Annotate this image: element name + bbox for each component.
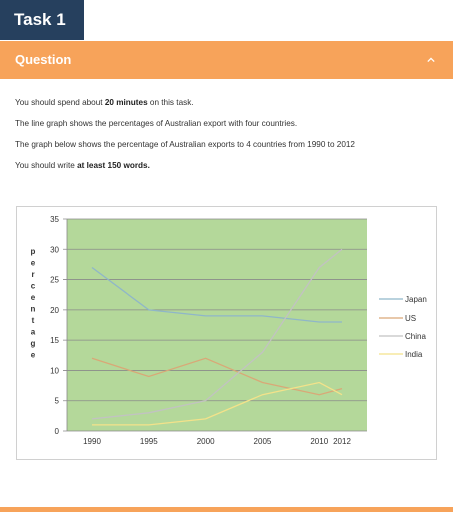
y-axis-label-letter: p: [31, 247, 36, 256]
bottom-accent-bar: [0, 507, 453, 512]
plot-area: [67, 219, 367, 431]
y-axis-label-letter: e: [31, 351, 36, 360]
line-chart: 0 5 10 15 20 25 30 35 1990 1995 2000 2005 2010 2012 p e…: [16, 206, 437, 460]
y-tick-label: 5: [55, 397, 60, 406]
x-tick-label: 2010: [310, 437, 328, 446]
x-tick-label: 2000: [197, 437, 215, 446]
y-axis-label-letter: e: [31, 259, 36, 268]
y-tick-label: 15: [50, 336, 59, 345]
y-axis-label-letter: e: [31, 293, 36, 302]
x-tick-label: 2012: [333, 437, 351, 446]
instruction-words-bold: at least 150 words.: [77, 161, 150, 170]
instruction-words: You should write at least 150 words.: [15, 161, 150, 170]
y-axis-label-letter: r: [31, 270, 34, 279]
y-axis-label-letter: c: [31, 282, 36, 291]
series-line-china: [91, 248, 343, 420]
y-axis-label-letter: a: [31, 328, 36, 337]
x-tick-label: 1995: [140, 437, 158, 446]
y-axis-label-letter: n: [31, 305, 36, 314]
y-axis-label-letter: t: [32, 316, 35, 325]
y-axis-label-letter: g: [31, 339, 36, 348]
y-tick-label: 0: [55, 427, 60, 436]
legend-label-india: India: [405, 350, 423, 359]
instruction-time-bold: 20 minutes: [104, 98, 148, 107]
y-tick-label: 10: [50, 366, 59, 375]
instruction-graph-detail: The graph below shows the percentage of …: [15, 140, 355, 149]
instruction-time: You should spend about 20 minutes on thi…: [15, 98, 194, 107]
instruction-graph: The line graph shows the percentages of …: [15, 119, 298, 128]
y-tick-label: 25: [50, 276, 59, 285]
question-header[interactable]: Question: [0, 41, 453, 79]
x-tick-label: 1990: [83, 437, 101, 446]
legend-label-us: US: [405, 314, 416, 323]
instruction-time-pre: You should spend about: [15, 98, 105, 107]
task-tab-label: Task 1: [14, 10, 66, 29]
chevron-up-icon[interactable]: [427, 56, 435, 64]
x-tick-label: 2005: [254, 437, 272, 446]
series-line-japan: [91, 266, 342, 323]
instruction-words-pre: You should write: [15, 161, 78, 170]
task-tab[interactable]: Task 1: [0, 0, 84, 40]
instruction-time-post: on this task.: [147, 98, 194, 107]
legend-label-japan: Japan: [405, 295, 427, 304]
series-line-us: [91, 357, 343, 396]
y-tick-label: 30: [50, 245, 59, 254]
question-title: Question: [15, 52, 72, 67]
legend-label-china: China: [405, 332, 426, 341]
series-line-india: [92, 381, 343, 426]
y-tick-label: 20: [50, 306, 59, 315]
y-tick-label: 35: [50, 215, 59, 224]
